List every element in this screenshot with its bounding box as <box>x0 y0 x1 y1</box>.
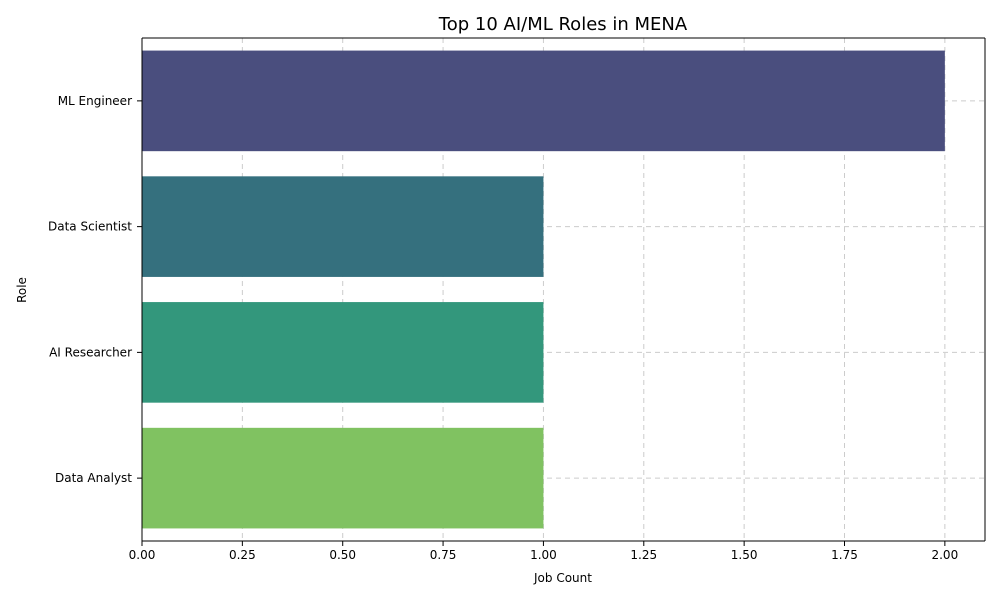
x-tick-label: 0.25 <box>229 548 256 562</box>
y-tick-label: AI Researcher <box>49 345 132 359</box>
x-tick-label: 2.00 <box>931 548 958 562</box>
y-tick-label: Data Scientist <box>48 220 132 234</box>
x-ticks: 0.00 0.25 0.50 0.75 1.00 1.25 1.50 1.75 2.00 <box>129 541 958 562</box>
x-axis-label: Job Count <box>533 571 592 585</box>
bar-data-scientist <box>142 176 544 277</box>
chart-title: Top 10 AI/ML Roles in MENA <box>438 14 688 35</box>
x-tick-label: 0.75 <box>430 548 457 562</box>
y-axis-label: Role <box>15 277 29 303</box>
x-tick-label: 1.75 <box>831 548 858 562</box>
x-tick-label: 1.00 <box>530 548 557 562</box>
bar-data-analyst <box>142 427 544 529</box>
bar-ai-researcher <box>142 302 544 403</box>
x-tick-label: 1.25 <box>630 548 657 562</box>
bars <box>142 50 945 529</box>
x-tick-label: 0.00 <box>129 548 156 562</box>
x-tick-label: 0.50 <box>329 548 356 562</box>
y-ticks: ML Engineer Data Scientist AI Researcher Da… <box>48 94 142 485</box>
x-tick-label: 1.50 <box>731 548 758 562</box>
y-tick-label: ML Engineer <box>58 94 132 108</box>
bar-ml-engineer <box>142 50 945 152</box>
y-tick-label: Data Analyst <box>55 471 132 485</box>
